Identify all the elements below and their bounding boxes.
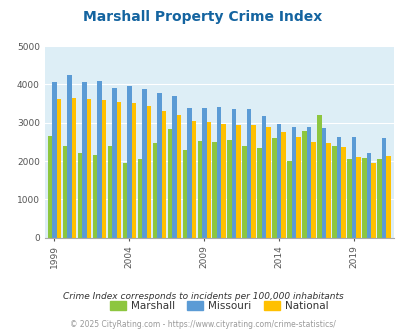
Bar xyxy=(236,125,241,238)
Bar xyxy=(261,116,266,238)
Bar xyxy=(52,82,57,238)
Bar xyxy=(116,102,121,238)
Text: Marshall Property Crime Index: Marshall Property Crime Index xyxy=(83,10,322,24)
Bar xyxy=(341,147,345,238)
Bar xyxy=(152,143,157,238)
Bar xyxy=(206,122,211,238)
Legend: Marshall, Missouri, National: Marshall, Missouri, National xyxy=(106,296,332,315)
Bar xyxy=(321,128,326,238)
Bar xyxy=(306,127,311,238)
Bar xyxy=(157,93,161,238)
Bar xyxy=(107,147,112,238)
Bar xyxy=(161,111,166,238)
Bar xyxy=(216,108,221,238)
Bar xyxy=(176,115,181,238)
Bar xyxy=(221,123,226,238)
Bar xyxy=(67,75,71,238)
Bar xyxy=(376,159,381,238)
Bar xyxy=(122,163,127,238)
Bar xyxy=(242,147,246,238)
Bar xyxy=(127,86,131,238)
Bar xyxy=(251,125,255,238)
Bar xyxy=(47,136,52,238)
Bar xyxy=(57,99,61,238)
Bar xyxy=(97,82,101,238)
Bar xyxy=(347,159,351,238)
Bar xyxy=(266,127,270,238)
Bar xyxy=(311,142,315,238)
Bar xyxy=(336,137,341,238)
Bar xyxy=(101,100,106,238)
Bar xyxy=(326,144,330,238)
Bar xyxy=(187,108,191,238)
Bar xyxy=(272,138,276,238)
Bar xyxy=(361,158,366,238)
Bar xyxy=(71,98,76,238)
Bar xyxy=(137,159,142,238)
Bar xyxy=(191,121,196,238)
Bar xyxy=(172,96,176,238)
Bar xyxy=(182,149,187,238)
Bar xyxy=(381,138,386,238)
Bar xyxy=(291,127,296,238)
Bar xyxy=(142,89,146,238)
Bar xyxy=(356,157,360,238)
Bar xyxy=(317,115,321,238)
Bar xyxy=(86,99,91,238)
Bar xyxy=(202,108,206,238)
Bar xyxy=(112,87,116,238)
Bar xyxy=(302,131,306,238)
Bar xyxy=(246,109,251,238)
Bar xyxy=(296,137,300,238)
Bar xyxy=(212,142,216,238)
Bar xyxy=(366,153,371,238)
Bar xyxy=(281,132,285,238)
Bar xyxy=(62,147,67,238)
Bar xyxy=(371,163,375,238)
Text: Crime Index corresponds to incidents per 100,000 inhabitants: Crime Index corresponds to incidents per… xyxy=(62,292,343,301)
Bar xyxy=(287,161,291,238)
Bar xyxy=(386,156,390,238)
Bar xyxy=(77,153,82,238)
Bar xyxy=(82,82,86,238)
Bar xyxy=(92,155,97,238)
Bar xyxy=(197,141,202,238)
Bar xyxy=(332,146,336,238)
Bar xyxy=(131,103,136,238)
Bar xyxy=(276,123,281,238)
Bar xyxy=(167,128,172,238)
Bar xyxy=(257,148,261,238)
Bar xyxy=(351,137,356,238)
Bar xyxy=(227,140,231,238)
Text: © 2025 CityRating.com - https://www.cityrating.com/crime-statistics/: © 2025 CityRating.com - https://www.city… xyxy=(70,320,335,329)
Bar xyxy=(146,106,151,238)
Bar xyxy=(231,109,236,238)
